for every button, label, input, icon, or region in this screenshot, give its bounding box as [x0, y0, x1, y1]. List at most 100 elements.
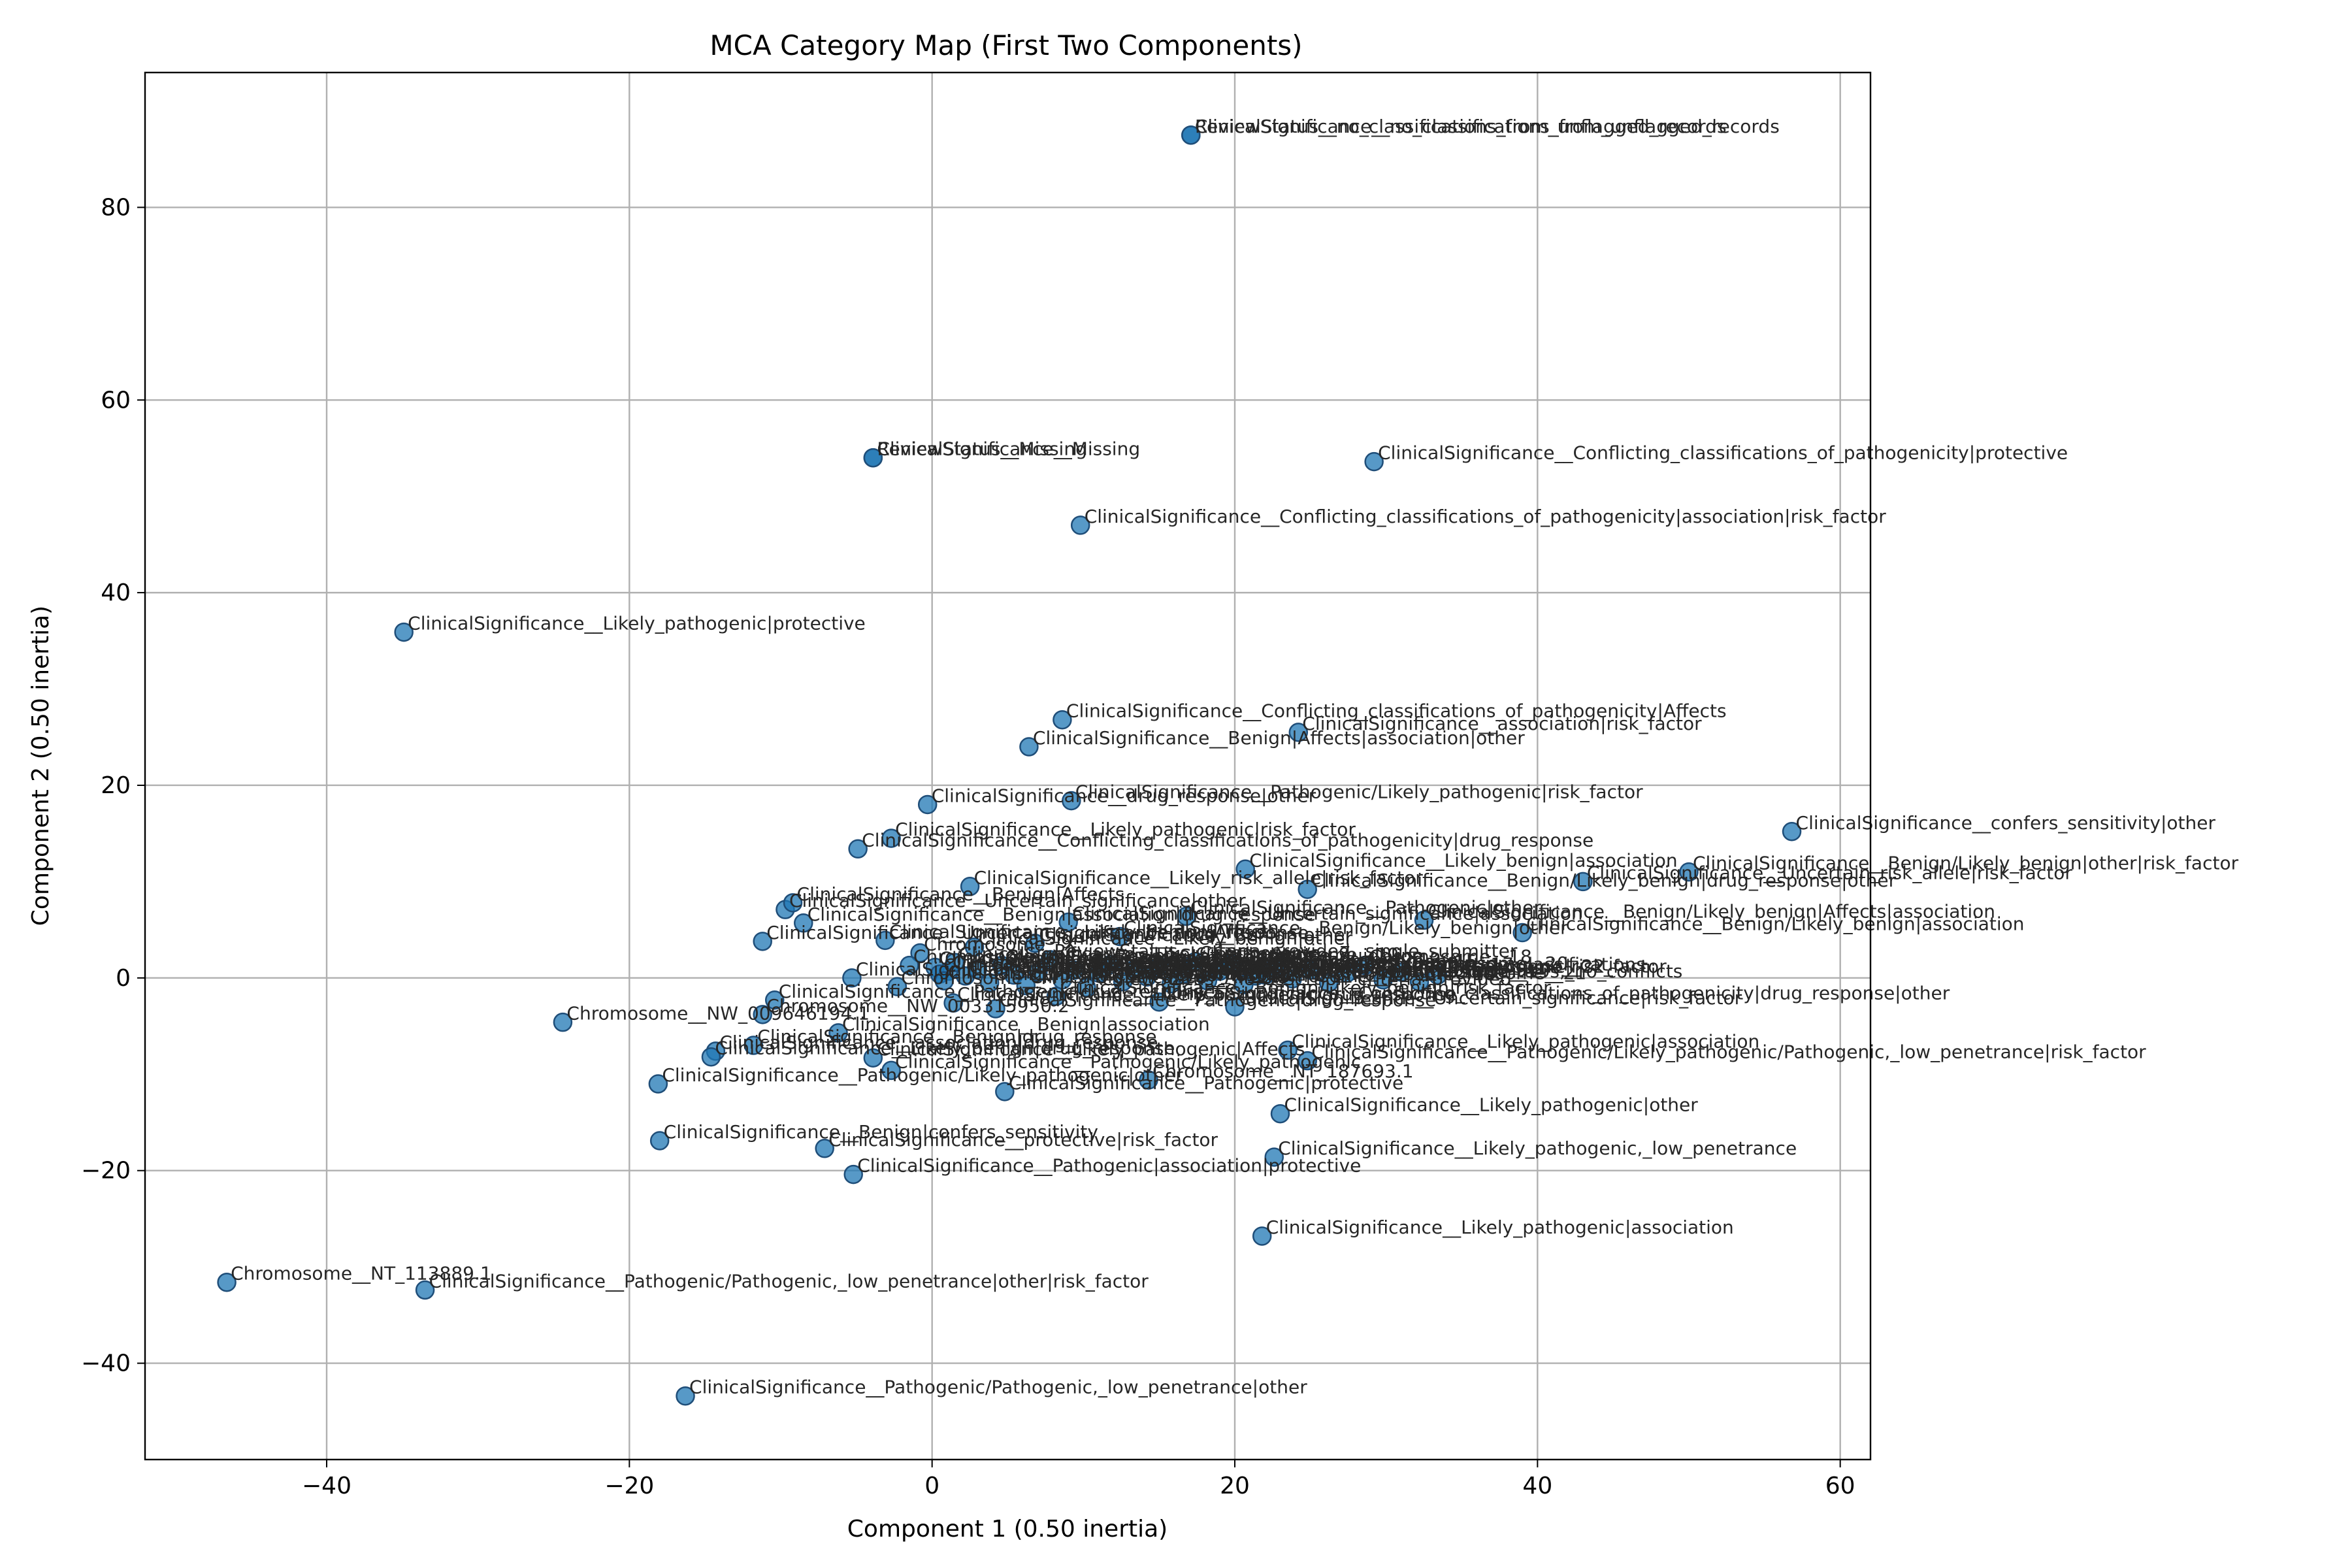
point-label: Chromosome__1 — [1127, 962, 1279, 984]
data-points — [217, 125, 1802, 1406]
data-point — [764, 990, 785, 1010]
data-point — [701, 1047, 721, 1067]
data-point — [1064, 960, 1085, 980]
x-tick-label: 0 — [924, 1473, 939, 1499]
y-tick-label: 40 — [101, 580, 131, 606]
data-point — [828, 1023, 848, 1043]
data-point — [648, 1074, 668, 1094]
point-label: ClinicalSignificance__Pathogenic/Pathoge… — [429, 1271, 1149, 1292]
point-label: ClinicalSignificance__Uncertain_signific… — [766, 922, 1309, 943]
data-point — [875, 930, 895, 951]
data-point — [1177, 906, 1196, 926]
point-label: Chromosome__21 — [1424, 962, 1587, 984]
point-label: Chromosome__22 — [1441, 955, 1605, 977]
x-tick-label: 20 — [1220, 1473, 1250, 1499]
data-point — [1355, 955, 1375, 975]
point-label: ClinicalSignificance__protective — [1018, 955, 1305, 977]
point-label: ReviewStatus__reviewed_by_expert_panel — [1078, 951, 1463, 972]
y-tick-label: −40 — [81, 1350, 131, 1377]
data-point — [1077, 977, 1096, 998]
point-label: ClinicalSignificance__Benign|Affects|ass… — [1033, 727, 1525, 749]
data-point — [1040, 950, 1060, 970]
point-label: Chromosome__NW_009646194.1 — [566, 1003, 870, 1024]
point-label: Chromosome__15 — [1315, 951, 1478, 972]
point-label: ClinicalSignificance__Affects — [1030, 966, 1288, 988]
point-label: Chromosome__3 — [1151, 957, 1303, 979]
data-point — [415, 1280, 435, 1300]
point-label: ClinicalSignificance__Conflicting_classi… — [1066, 700, 1727, 722]
data-point — [986, 999, 1005, 1019]
point-label: Chromosome__NW_003315950.2 — [766, 995, 1070, 1017]
point-label: Chromosome__16 — [1333, 963, 1496, 985]
point-label: ClinicalSignificance__Uncertain_signific… — [789, 890, 1246, 911]
data-point — [881, 828, 901, 848]
y-tick-label: 0 — [116, 965, 131, 992]
point-label: ClinicalSignificance__drug_response|othe… — [932, 785, 1316, 806]
data-point — [1270, 1103, 1290, 1124]
data-point — [887, 977, 907, 996]
point-label: ClinicalSignificance__Conflicting_classi… — [1085, 506, 1887, 527]
point-label: Chromosome__17 — [1350, 953, 1514, 975]
data-point — [1282, 969, 1302, 989]
data-point — [1139, 1070, 1158, 1090]
point-label: ClinicalSignificance__Likely_pathogenic|… — [1266, 1217, 1734, 1238]
point-label: ClinicalSignificance__Likely_pathogenic|… — [1292, 1030, 1759, 1052]
grid-lines — [145, 73, 1870, 1460]
point-label: ClinicalSignificance__Pathogenic/Likely_… — [1311, 1041, 2146, 1063]
point-label: Chromosome__8 — [1211, 961, 1363, 983]
point-label: ClinicalSignificance__Missing — [877, 438, 1140, 460]
data-point — [1364, 451, 1384, 472]
data-point — [394, 622, 414, 642]
point-label: ClinicalSignificance__Pathogenic|risk_fa… — [1269, 955, 1667, 977]
data-point — [1288, 723, 1309, 742]
data-point — [1278, 1040, 1298, 1060]
point-label: ClinicalSignificance__Uncertain_signific… — [953, 952, 1354, 973]
point-label: ClinicalSignificance__Likely_risk_allele… — [974, 867, 1424, 889]
x-tick-label: −20 — [604, 1473, 654, 1499]
data-point — [1409, 972, 1429, 992]
point-label: Chromosome__7 — [1200, 942, 1351, 964]
point-label: ClinicalSignificance__protective|risk_fa… — [828, 1129, 1218, 1151]
data-point — [968, 959, 987, 979]
data-point — [995, 1082, 1015, 1102]
point-label: ClinicalSignificance__Pathogenic|associa… — [857, 1155, 1361, 1177]
point-label: ClinicalSignificance__risk_factor — [994, 963, 1284, 985]
x-tick-label: 40 — [1522, 1473, 1552, 1499]
point-label: Chromosome__MT — [901, 967, 1068, 988]
point-label: Chromosome__10 — [1235, 944, 1399, 966]
data-point — [1058, 912, 1078, 932]
point-label: ClinicalSignificance__Likely_pathogenic|… — [895, 819, 1356, 840]
data-point — [1004, 965, 1024, 985]
point-label: Chromosome__12 — [1260, 956, 1423, 978]
data-point — [1392, 962, 1411, 982]
data-point — [843, 1164, 863, 1184]
data-point — [943, 993, 963, 1013]
point-label: ClinicalSignificance__Pathogenic/Likely_… — [662, 1064, 1183, 1086]
point-label: ClinicalSignificance__Pathogenic|protect… — [1009, 1072, 1403, 1094]
y-tick-label: 80 — [101, 194, 131, 221]
data-point — [1149, 992, 1169, 1012]
y-tick-label: 60 — [101, 387, 131, 414]
point-label: ClinicalSignificance__Likely_benign|othe… — [979, 928, 1353, 949]
point-label: ClinicalSignificance__Likely_benign|asso… — [1249, 849, 1677, 871]
point-label: Chromosome__4 — [1163, 947, 1315, 968]
point-label: ClinicalSignificance__Likely_pathogenic|… — [1284, 1094, 1699, 1116]
point-label: Chromosome__NT_187693.1 — [1152, 1060, 1414, 1082]
data-point — [1373, 970, 1393, 990]
data-point — [1046, 987, 1066, 1006]
point-label: ClinicalSignificance__association — [1005, 946, 1303, 968]
point-label: ClinicalSignificance__Pathogenic|drug_re… — [779, 981, 1215, 1002]
data-point — [1252, 1226, 1272, 1246]
point-label: ClinicalSignificance__Benign/Likely_beni… — [1526, 913, 2024, 935]
point-label: Chromosome__Y — [913, 946, 1065, 968]
point-label: ReviewStatus__no_classifications_from_un… — [1195, 116, 1727, 137]
data-point — [553, 1012, 573, 1032]
point-label: Chromosome__11 — [1248, 965, 1411, 987]
data-point — [1028, 962, 1048, 982]
x-tick-label: −40 — [302, 1473, 351, 1499]
data-point — [848, 839, 868, 859]
point-label: ClinicalSignificance__Benign|association… — [808, 904, 1316, 925]
axis-ticks: −40 −20 0 20 40 60 −40 −20 0 20 40 60 80 — [81, 194, 1855, 1499]
data-point — [1222, 953, 1242, 973]
y-axis-label: Component 2 (0.50 inertia) — [27, 606, 54, 926]
